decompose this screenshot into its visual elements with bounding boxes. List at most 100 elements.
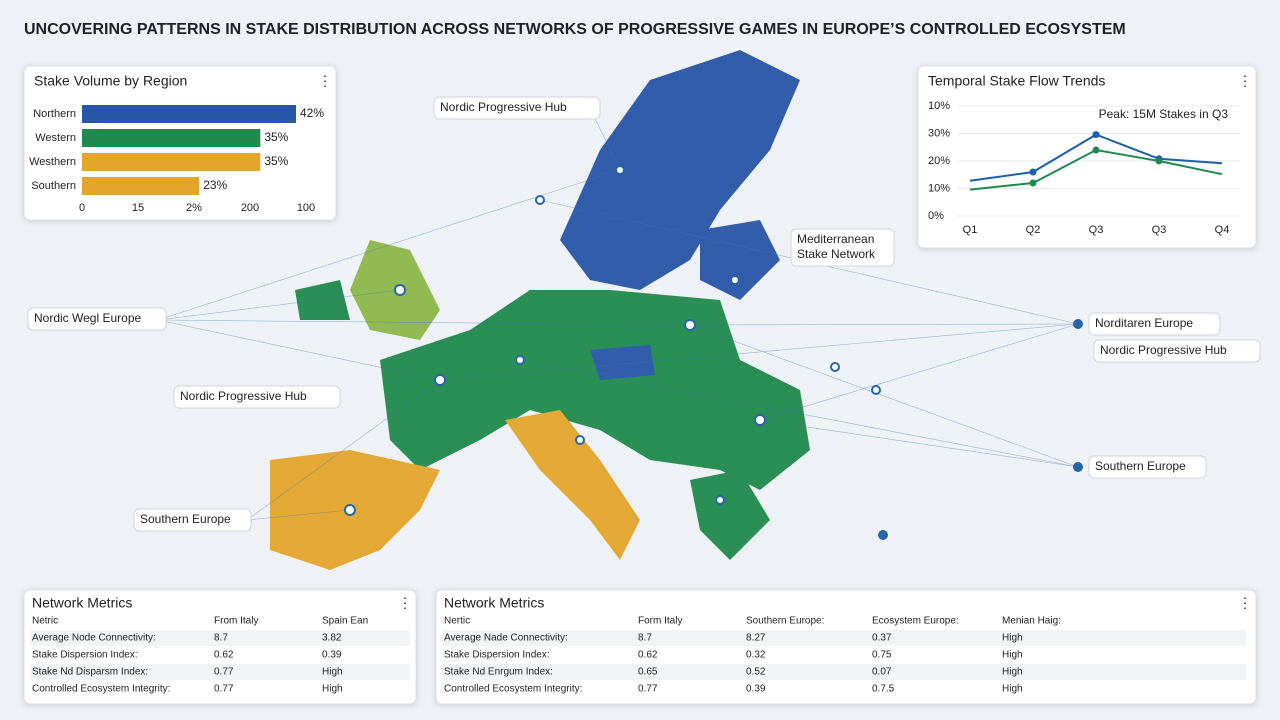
- table-header: From Italy: [214, 616, 258, 627]
- category-label: Northern: [33, 108, 76, 120]
- table-cell: Controlled Ecosystem Integrity:: [444, 684, 582, 695]
- table-cell: 0.62: [214, 650, 234, 661]
- region-italy: [505, 410, 640, 560]
- map-label: Nordic Progressive Hub: [1100, 343, 1227, 357]
- table-cell: 0.7.5: [872, 684, 895, 695]
- x-tick-label: 200: [241, 202, 259, 214]
- table-cell: 8.7: [214, 633, 228, 644]
- bar: [82, 105, 296, 123]
- table-cell: 0.32: [746, 650, 766, 661]
- value-label: 23%: [203, 178, 227, 192]
- table-cell: Stake Nd Enrgum Index:: [444, 667, 553, 678]
- panel-title: Stake Volume by Region: [34, 73, 187, 89]
- map-label: Nordic Progressive Hub: [180, 389, 307, 403]
- table-header: Form Italy: [638, 616, 682, 627]
- menu-icon[interactable]: ⋮: [318, 73, 332, 89]
- page-title: UNCOVERING PATTERNS IN STAKE DISTRIBUTIO…: [24, 21, 1126, 38]
- table-cell: High: [1002, 633, 1023, 644]
- bar: [82, 129, 261, 147]
- label-box: [133, 508, 252, 532]
- category-label: Western: [35, 132, 76, 144]
- label-box: [27, 307, 167, 331]
- table-cell: 0.39: [322, 650, 342, 661]
- row-bg: [30, 630, 410, 646]
- x-tick-label: 0: [79, 202, 85, 214]
- map-label: Southern Europe: [140, 512, 231, 526]
- y-tick-label: 10%: [928, 182, 950, 194]
- label-box: [1088, 455, 1207, 479]
- table-cell: 3.82: [322, 633, 342, 644]
- category-label: Westhern: [29, 156, 76, 168]
- table-title: Network Metrics: [444, 595, 544, 611]
- label-box: [433, 96, 601, 120]
- table-cell: Stake Dispersion Index:: [32, 650, 138, 661]
- label-box: [1093, 339, 1261, 363]
- point: [1155, 157, 1163, 165]
- table-title: Network Metrics: [32, 595, 132, 611]
- map-label: Southern Europe: [1095, 459, 1186, 473]
- menu-icon[interactable]: ⋮: [398, 595, 412, 611]
- category-label: Southern: [31, 180, 76, 192]
- bar: [82, 177, 200, 195]
- table-cell: 0.07: [872, 667, 892, 678]
- table-cell: 0.77: [638, 684, 658, 695]
- table-cell: High: [1002, 667, 1023, 678]
- menu-icon[interactable]: ⋮: [1238, 73, 1252, 89]
- table-cell: 8.7: [638, 633, 652, 644]
- point: [1092, 146, 1100, 154]
- map-label: Stake Network: [797, 247, 876, 261]
- x-tick-label: Q1: [963, 224, 978, 236]
- table-cell: 0.37: [872, 633, 892, 644]
- point: [1092, 131, 1100, 139]
- map-label: Norditaren Europe: [1095, 316, 1193, 330]
- row-bg: [442, 630, 1246, 646]
- x-tick-label: 100: [297, 202, 315, 214]
- network-lines: [157, 107, 1079, 521]
- table-cell: Stake Dispersion Index:: [444, 650, 550, 661]
- region-baltic: [700, 220, 780, 300]
- map-label: Nordic Progressive Hub: [440, 100, 567, 114]
- table-header: Southern Europe:: [746, 616, 824, 627]
- x-tick-label: Q3: [1152, 224, 1167, 236]
- table-cell: Average Node Connectivity:: [32, 633, 156, 644]
- x-tick-label: 15: [132, 202, 144, 214]
- region-greece: [690, 470, 770, 560]
- table-cell: 0.77: [214, 667, 234, 678]
- y-tick-label: 30%: [928, 127, 950, 139]
- y-tick-label: 0%: [928, 210, 944, 222]
- row-bg: [442, 664, 1246, 680]
- table-cell: Average Nade Connectivity:: [444, 633, 568, 644]
- row-bg: [30, 664, 410, 680]
- point: [1029, 168, 1037, 176]
- table-header: Netric: [32, 616, 58, 627]
- table-cell: Controlled Ecosystem Integrity:: [32, 684, 170, 695]
- x-tick-label: Q4: [1215, 224, 1230, 236]
- map-label: Mediterranean: [797, 232, 874, 246]
- annotation: Peak: 15M Stakes in Q3: [1099, 107, 1229, 121]
- nodes: [344, 165, 881, 516]
- region-nordic: [560, 50, 800, 290]
- table-cell: Stake Nd Disparsm Index:: [32, 667, 148, 678]
- y-tick-label: 20%: [928, 155, 950, 167]
- point: [1029, 179, 1037, 187]
- table-cell: 0.62: [638, 650, 658, 661]
- table-header: Nertic: [444, 616, 470, 627]
- map: [153, 50, 1083, 570]
- x-tick-label: Q2: [1026, 224, 1041, 236]
- region-ireland: [295, 280, 350, 320]
- panel-title: Temporal Stake Flow Trends: [928, 73, 1105, 89]
- table-cell: 8.27: [746, 633, 766, 644]
- table-cell: 0.75: [872, 650, 892, 661]
- table-cell: 0.65: [638, 667, 658, 678]
- table-cell: High: [1002, 684, 1023, 695]
- region-central: [380, 290, 810, 490]
- label-box: [173, 385, 341, 409]
- value-label: 35%: [264, 130, 288, 144]
- line-panel: [917, 65, 1257, 249]
- table-header: Ecosystem Europe:: [872, 616, 959, 627]
- value-label: 42%: [300, 106, 324, 120]
- y-tick-label: 10%: [928, 100, 950, 112]
- table-header: Spain Ean: [322, 616, 368, 627]
- menu-icon[interactable]: ⋮: [1238, 595, 1252, 611]
